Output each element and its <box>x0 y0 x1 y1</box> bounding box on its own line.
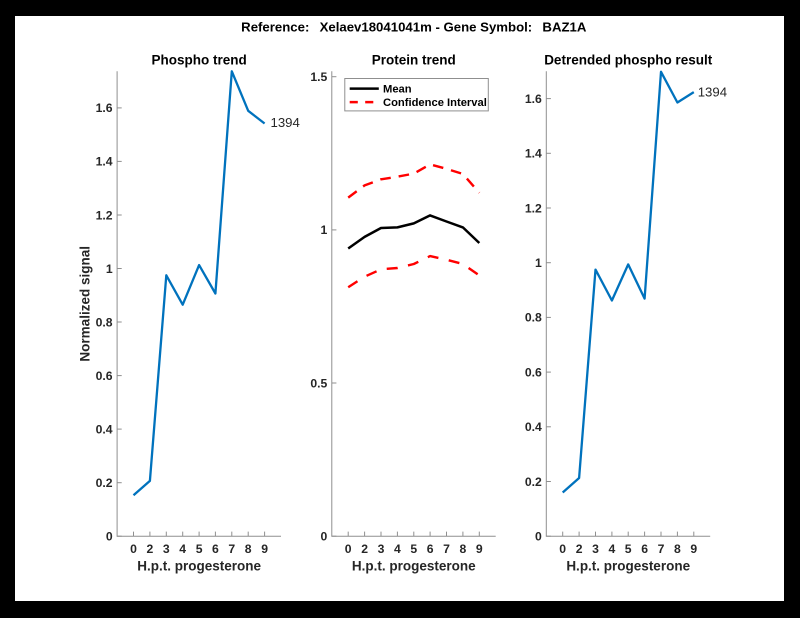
svg-text:4: 4 <box>609 542 616 556</box>
svg-text:Detrended phospho result: Detrended phospho result <box>544 53 713 68</box>
svg-text:0.8: 0.8 <box>525 311 542 325</box>
svg-text:1.6: 1.6 <box>525 92 542 106</box>
svg-text:Normalized signal: Normalized signal <box>77 246 92 362</box>
svg-text:0: 0 <box>345 542 352 556</box>
svg-text:1.2: 1.2 <box>96 208 113 222</box>
svg-text:0.4: 0.4 <box>96 422 113 436</box>
svg-text:6: 6 <box>427 542 434 556</box>
svg-text:6: 6 <box>212 542 219 556</box>
svg-text:Phospho trend: Phospho trend <box>151 53 246 68</box>
svg-text:Reference: Xelaev18041041m -: Reference: Xelaev18041041m - Gene Symbol… <box>241 20 587 35</box>
svg-text:5: 5 <box>196 542 203 556</box>
svg-text:7: 7 <box>228 542 235 556</box>
svg-text:1.2: 1.2 <box>525 201 542 215</box>
svg-text:0.8: 0.8 <box>96 315 113 329</box>
svg-text:1: 1 <box>535 256 542 270</box>
svg-text:1394: 1394 <box>271 115 300 130</box>
svg-text:9: 9 <box>261 542 268 556</box>
svg-text:6: 6 <box>641 542 648 556</box>
svg-text:0.6: 0.6 <box>525 365 542 379</box>
svg-text:Confidence Interval: Confidence Interval <box>383 97 487 109</box>
svg-text:H.p.t. progesterone: H.p.t. progesterone <box>137 558 261 573</box>
svg-text:2: 2 <box>361 542 368 556</box>
svg-text:9: 9 <box>690 542 697 556</box>
svg-text:H.p.t. progesterone: H.p.t. progesterone <box>352 558 476 573</box>
svg-text:5: 5 <box>410 542 417 556</box>
svg-text:1394: 1394 <box>698 85 727 100</box>
svg-text:2: 2 <box>576 542 583 556</box>
svg-text:7: 7 <box>658 542 665 556</box>
svg-text:1.4: 1.4 <box>96 155 113 169</box>
svg-text:8: 8 <box>460 542 467 556</box>
svg-text:4: 4 <box>394 542 401 556</box>
svg-text:0: 0 <box>130 542 137 556</box>
svg-text:0.6: 0.6 <box>96 369 113 383</box>
svg-text:8: 8 <box>245 542 252 556</box>
svg-text:0: 0 <box>106 530 113 544</box>
svg-text:7: 7 <box>443 542 450 556</box>
svg-text:0.4: 0.4 <box>525 420 542 434</box>
svg-text:5: 5 <box>625 542 632 556</box>
svg-text:0.2: 0.2 <box>96 476 113 490</box>
svg-text:1.4: 1.4 <box>525 147 542 161</box>
svg-text:H.p.t. progesterone: H.p.t. progesterone <box>566 558 690 573</box>
svg-text:0: 0 <box>321 530 328 544</box>
svg-text:8: 8 <box>674 542 681 556</box>
svg-text:1: 1 <box>106 262 113 276</box>
svg-text:0: 0 <box>559 542 566 556</box>
svg-text:Mean: Mean <box>383 83 412 95</box>
svg-text:1.6: 1.6 <box>96 101 113 115</box>
svg-text:1: 1 <box>321 223 328 237</box>
svg-text:0.5: 0.5 <box>310 376 327 390</box>
svg-text:0: 0 <box>535 530 542 544</box>
svg-text:0.2: 0.2 <box>525 475 542 489</box>
svg-text:1.5: 1.5 <box>310 70 327 84</box>
svg-text:9: 9 <box>476 542 483 556</box>
svg-text:4: 4 <box>179 542 186 556</box>
svg-text:3: 3 <box>592 542 599 556</box>
svg-text:2: 2 <box>147 542 154 556</box>
svg-text:3: 3 <box>378 542 385 556</box>
svg-text:Protein trend: Protein trend <box>372 53 456 68</box>
svg-text:3: 3 <box>163 542 170 556</box>
